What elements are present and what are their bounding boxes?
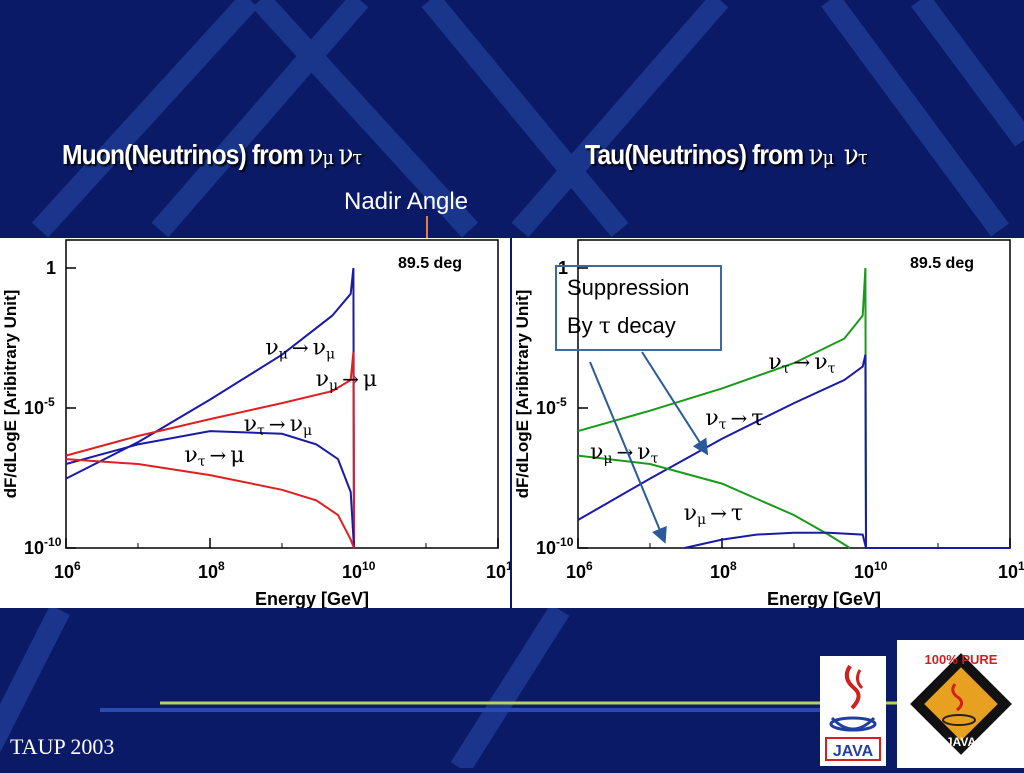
x-axis-label: Energy [GeV] (255, 589, 369, 608)
suppression-by: By (567, 313, 599, 338)
curve-label-2: νμ → ντ (590, 440, 659, 467)
suppression-line2: By τ decay (567, 313, 676, 339)
left-title-sym1: ν (308, 138, 323, 171)
right-title-sym2: ν (843, 138, 859, 171)
left-title-sub2: τ (352, 145, 362, 169)
nadir-angle-label: Nadir Angle (344, 188, 469, 215)
pure-java-logo-text: JAVA (946, 735, 977, 749)
series-line-1 (65, 351, 355, 549)
curve-label-0: νμ → νμ (265, 336, 335, 363)
curve-label-1: νμ → μ (316, 367, 378, 394)
x-tick-label: 106 (54, 559, 81, 582)
x-tick-label: 106 (566, 559, 593, 582)
angle-annotation: 89.5 deg (398, 255, 462, 272)
pure-java-logo: JAVA 100% PURE (897, 640, 1024, 768)
pure-java-badge-icon: JAVA 100% PURE (910, 652, 1012, 755)
x-tick-label: 101 (486, 559, 510, 582)
y-axis-label: dF/dLogE [Aribitrary Unit] (1, 290, 20, 499)
suppression-decay: decay (610, 313, 676, 338)
x-axis-label: Energy [GeV] (767, 589, 881, 608)
java-cup-icon: JAVA (825, 664, 881, 761)
y-tick-label: 10-10 (536, 535, 574, 558)
left-title-sym2: ν (338, 138, 353, 171)
suppression-callout: Suppression By τ decay (555, 265, 722, 351)
right-title: Tau(Neutrinos) from νμ ντ (585, 138, 868, 171)
x-tick-label: 108 (198, 559, 225, 582)
series-line-2 (65, 430, 355, 549)
x-tick-label: 108 (710, 559, 737, 582)
right-title-text: Tau(Neutrinos) from (585, 139, 804, 170)
curve-label-3: νμ → τ (684, 501, 743, 528)
java-logo-text: JAVA (833, 743, 874, 760)
plot-frame (65, 239, 499, 549)
suppression-line1: Suppression (567, 275, 690, 300)
left-title-sub1: μ (322, 145, 334, 169)
footer-text: TAUP 2003 (10, 734, 115, 759)
nadir-pointer-line (426, 216, 428, 256)
x-tick-label: 1010 (854, 559, 888, 582)
series-line-3 (65, 458, 355, 549)
x-tick-label: 1010 (342, 559, 376, 582)
pure-label-text: 100% PURE (925, 652, 998, 667)
curve-label-0: ντ → ντ (768, 350, 835, 377)
y-tick-label: 10-10 (24, 535, 62, 558)
series-line-0 (65, 267, 355, 549)
left-chart-panel: 106 108 1010 101 1 10-5 10-10 Energy [GeV] dF/dL… (0, 238, 510, 608)
left-title: Muon(Neutrinos) from νμ ντ (62, 138, 362, 171)
java-logo: JAVA (820, 656, 886, 766)
left-chart: 106 108 1010 101 1 10-5 10-10 Energy [GeV] dF/dL… (1, 239, 510, 608)
series-line-3 (684, 531, 1010, 549)
left-title-text: Muon(Neutrinos) from (62, 139, 304, 170)
suppression-tau: τ (598, 314, 611, 339)
right-title-sub1: μ (822, 145, 834, 169)
x-tick-label: 1012 (998, 559, 1024, 582)
angle-annotation: 89.5 deg (910, 255, 974, 272)
y-tick-label: 1 (558, 258, 568, 278)
right-title-sym1: ν (808, 138, 824, 171)
y-tick-label: 10-5 (536, 395, 567, 418)
curve-label-2: ντ → νμ (244, 412, 312, 439)
y-tick-label: 10-5 (24, 395, 55, 418)
y-axis-label: dF/dLogE [Aribitrary Unit] (513, 290, 532, 499)
curve-label-1: ντ → τ (705, 406, 763, 433)
curve-label-3: ντ → μ (184, 443, 244, 470)
y-tick-label: 1 (46, 258, 56, 278)
right-title-sub2: τ (857, 145, 868, 169)
